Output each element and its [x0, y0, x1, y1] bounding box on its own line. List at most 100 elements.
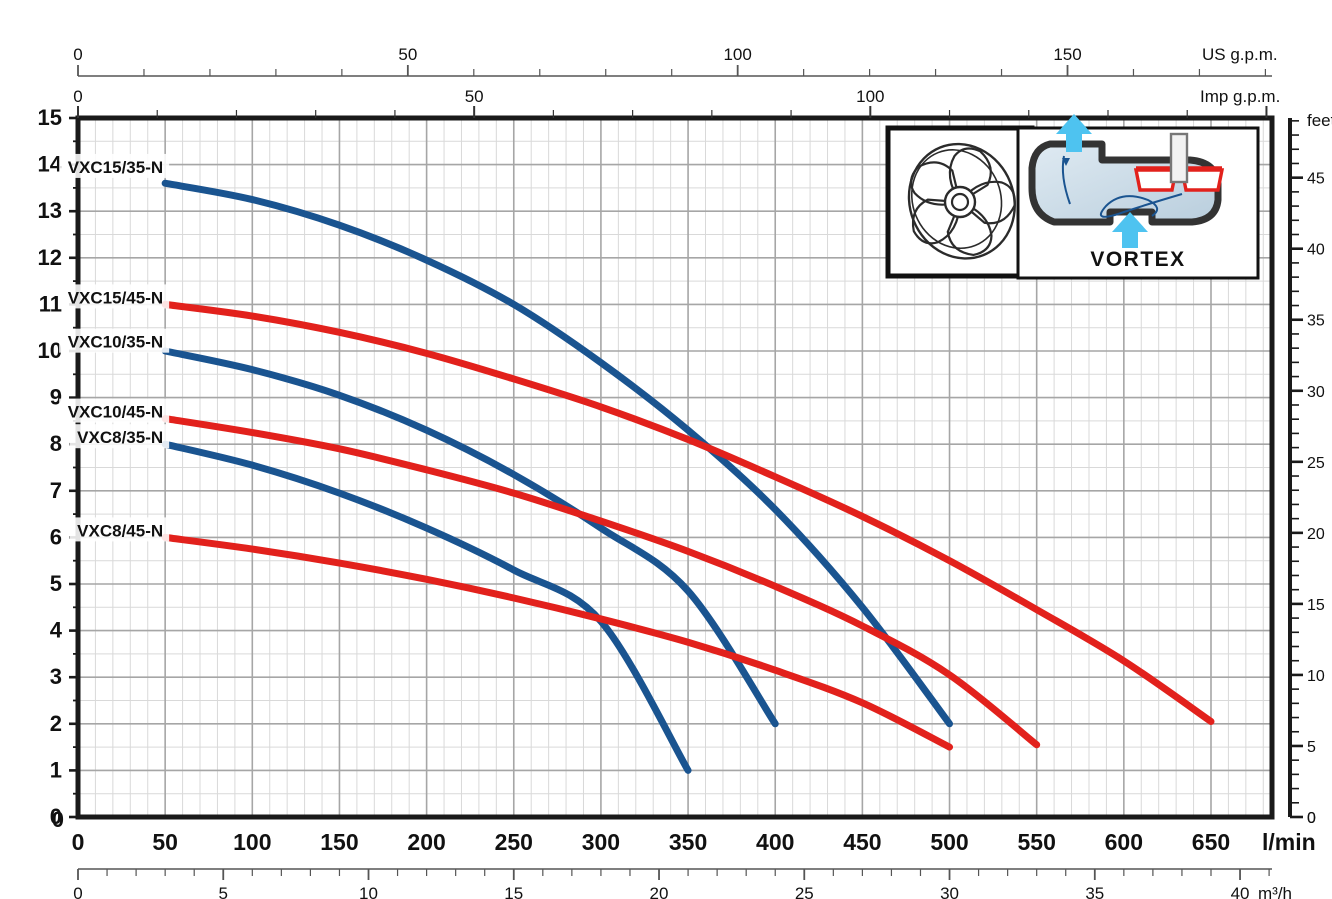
performance-curve-vxc10-45-n: [161, 415, 1041, 749]
axis-unit-label-bottom: l/min: [1262, 829, 1316, 855]
curve-label-bg: [69, 517, 170, 542]
performance-curve-vxc10-35-n: [161, 347, 779, 728]
axis-tick-label-right: 20: [1307, 526, 1325, 543]
axis-tick-label-usgpm: 100: [723, 45, 751, 64]
axis-tick-label-left: 14: [38, 152, 63, 177]
axis-tick-label-bottom: 300: [582, 829, 620, 855]
axis-tick-label-m3h: 30: [940, 884, 959, 899]
axis-tick-label-bottom: 350: [669, 829, 707, 855]
axis-tick-label-left: 2: [50, 711, 62, 736]
vortex-inlet-arrow-icon: [1112, 212, 1148, 248]
axis-tick-label-bottom: 550: [1017, 829, 1055, 855]
axis-zero-label-left: 0: [52, 807, 64, 832]
axis-tick-label-right: 15: [1307, 597, 1325, 614]
axis-tick-label-usgpm: 150: [1053, 45, 1081, 64]
axis-tick-label-left: 7: [50, 478, 62, 503]
axis-tick-label-m3h: 35: [1085, 884, 1104, 899]
axis-tick-label-m3h: 25: [795, 884, 814, 899]
impeller-icon: [907, 142, 1016, 260]
axis-unit-label-impgpm: Imp g.p.m.: [1200, 87, 1280, 106]
axis-tick-label-bottom: 200: [407, 829, 445, 855]
axis-unit-label-m3h: m³/h: [1258, 884, 1292, 899]
performance-curve-vxc8-45-n: [161, 533, 954, 751]
impeller-vane: [911, 198, 962, 245]
curve-label-bg: [59, 153, 170, 178]
performance-curve-vxc15-35-n: [161, 179, 954, 728]
axis-tick-label-left: 11: [39, 291, 62, 316]
axes: 0123456789101112131415051015202530354045…: [38, 45, 1332, 899]
axis-tick-label-left: 6: [50, 524, 62, 549]
axis-tick-label-bottom: 400: [756, 829, 794, 855]
axis-tick-label-bottom: 450: [843, 829, 881, 855]
axis-tick-label-bottom: 250: [495, 829, 533, 855]
axis-tick-label-bottom: 600: [1105, 829, 1143, 855]
axis-tick-label-m3h: 20: [650, 884, 669, 899]
axis-tick-label-impgpm: 100: [856, 87, 884, 106]
axis-tick-label-left: 5: [50, 571, 62, 596]
vortex-swirl: [1100, 193, 1183, 218]
axis-tick-label-impgpm: 50: [465, 87, 484, 106]
impeller-vane: [909, 161, 962, 206]
impeller-vane: [946, 200, 993, 257]
performance-curve-vxc15-45-n: [161, 300, 1215, 725]
axis-tick-label-m3h: 40: [1231, 884, 1250, 899]
axis-tick-label-left: 3: [50, 664, 62, 689]
vortex-impeller-vane-right: [1179, 168, 1225, 192]
impeller-hub: [943, 185, 977, 219]
axis-tick-label-bottom: 0: [72, 829, 85, 855]
curve-labels: VXC15/35-N VXC15/45-N VXC10/35-N VXC10/45-N…: [59, 153, 170, 542]
curve-label-bg: [59, 398, 170, 423]
axis-tick-label-bottom: 150: [320, 829, 358, 855]
axis-tick-label-m3h: 5: [219, 884, 228, 899]
performance-curve-vxc8-35-n: [161, 440, 692, 774]
axis-tick-label-right: 0: [1307, 810, 1316, 827]
axis-tick-label-left: 15: [38, 105, 62, 130]
axis-tick-label-left: 8: [50, 431, 62, 456]
curve-label: VXC8/35-N: [77, 428, 163, 447]
axis-unit-label-usgpm: US g.p.m.: [1202, 45, 1278, 64]
axis-tick-label-bottom: 50: [152, 829, 178, 855]
axis-tick-label-right: 40: [1307, 242, 1325, 259]
axis-tick-label-left: 0: [50, 804, 62, 829]
axis-tick-label-m3h: 10: [359, 884, 378, 899]
axis-zero-label-right: 0: [1307, 810, 1316, 827]
axis-tick-label-right: 30: [1307, 384, 1325, 401]
axis-tick-label-left: 4: [50, 618, 63, 643]
axis-tick-label-usgpm: 50: [398, 45, 417, 64]
curve-label-bg: [69, 424, 170, 449]
impeller-inner-ring: [910, 149, 1003, 250]
impeller-bore: [950, 192, 970, 212]
vortex-caption: VORTEX: [1090, 248, 1185, 271]
vortex-flow-arrowhead: [1062, 158, 1070, 166]
axis-tick-label-usgpm: 0: [73, 45, 82, 64]
axis-tick-label-left: 10: [38, 338, 62, 363]
axis-tick-label-bottom: 650: [1192, 829, 1230, 855]
axis-unit-label-right: feet: [1307, 111, 1332, 130]
axis-tick-label-impgpm: 0: [73, 87, 82, 106]
vortex-outlet-arrow-icon: [1056, 114, 1092, 152]
curve-label: VXC15/45-N: [68, 288, 163, 307]
axis-tick-label-m3h: 0: [73, 884, 82, 899]
axis-tick-label-left: 1: [50, 757, 62, 782]
axis-tick-label-right: 45: [1307, 171, 1325, 188]
axis-tick-label-m3h: 15: [504, 884, 523, 899]
axis-tick-label-right: 10: [1307, 668, 1325, 685]
vortex-inset: VORTEX: [1016, 114, 1260, 280]
curve-label: VXC8/45-N: [77, 521, 163, 540]
axis-tick-label-bottom: 100: [233, 829, 271, 855]
curve-label-bg: [59, 328, 170, 353]
curve-label: VXC10/45-N: [68, 403, 163, 422]
curve-label-bg: [59, 284, 170, 309]
axis-tick-label-right: 25: [1307, 455, 1325, 472]
curve-label: VXC10/35-N: [68, 333, 163, 352]
vortex-impeller-vane-left: [1133, 168, 1179, 192]
impeller-inset: [885, 125, 1035, 279]
insets: VORTEX: [885, 114, 1260, 280]
axis-tick-label-bottom: 500: [930, 829, 968, 855]
axis-tick-label-left: 13: [38, 198, 62, 223]
curves: [161, 179, 1215, 774]
axis-tick-label-left: 9: [50, 385, 62, 410]
axis-tick-label-left: 12: [38, 245, 62, 270]
